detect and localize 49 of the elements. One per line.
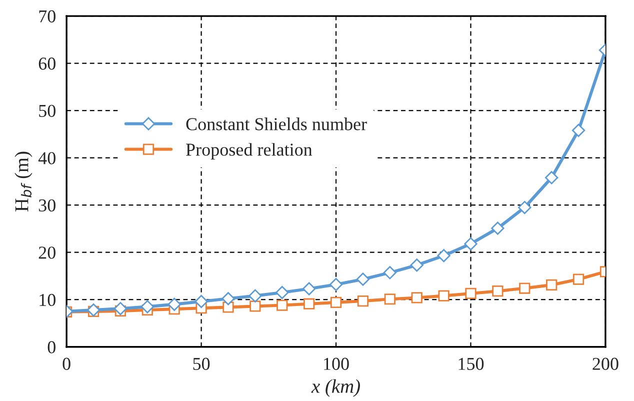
point — [384, 294, 396, 305]
point — [518, 200, 532, 214]
y-tick-label: 40 — [38, 152, 56, 164]
point — [411, 292, 422, 304]
y-tick-label: 20 — [38, 246, 56, 259]
point — [544, 171, 558, 184]
x-axis-title: x (km) — [311, 379, 360, 397]
point — [302, 282, 316, 296]
point — [356, 272, 370, 286]
y-tick-label: 60 — [38, 58, 56, 70]
x-tick-label: 200 — [592, 358, 618, 370]
point — [250, 300, 261, 312]
point — [572, 124, 586, 137]
y-tick-label: 70 — [39, 10, 56, 22]
point — [492, 286, 504, 297]
point — [329, 278, 343, 292]
point — [168, 298, 181, 311]
legend-label: Constant Shields number — [186, 118, 367, 130]
y-tick-label: 0 — [48, 341, 56, 354]
point — [276, 286, 289, 300]
point — [114, 302, 128, 316]
point — [383, 266, 396, 280]
y-axis-title: H$_{bf}$ (m) — [14, 152, 32, 212]
point — [248, 289, 262, 302]
point — [330, 296, 342, 308]
point — [410, 258, 424, 272]
x-tick-label: 50 — [193, 358, 210, 370]
y-tick-label: 50 — [39, 104, 56, 118]
point — [546, 279, 558, 291]
point — [465, 288, 476, 300]
point — [519, 282, 530, 294]
point — [491, 222, 504, 235]
point — [437, 249, 450, 262]
point — [276, 300, 288, 311]
point — [572, 274, 584, 285]
x-tick-label: 0 — [62, 358, 70, 370]
legend-label: Proposed relation — [186, 143, 312, 160]
point — [86, 303, 100, 317]
x-tick-label: 100 — [324, 358, 349, 370]
point — [464, 237, 478, 250]
x-tick-label: 150 — [458, 358, 484, 370]
point — [140, 300, 154, 314]
point — [304, 298, 315, 310]
y-tick-label: 10 — [40, 294, 56, 306]
point — [222, 292, 235, 306]
point — [194, 294, 208, 308]
y-tick-label: 30 — [38, 199, 56, 212]
point — [357, 295, 369, 307]
point — [438, 290, 450, 302]
